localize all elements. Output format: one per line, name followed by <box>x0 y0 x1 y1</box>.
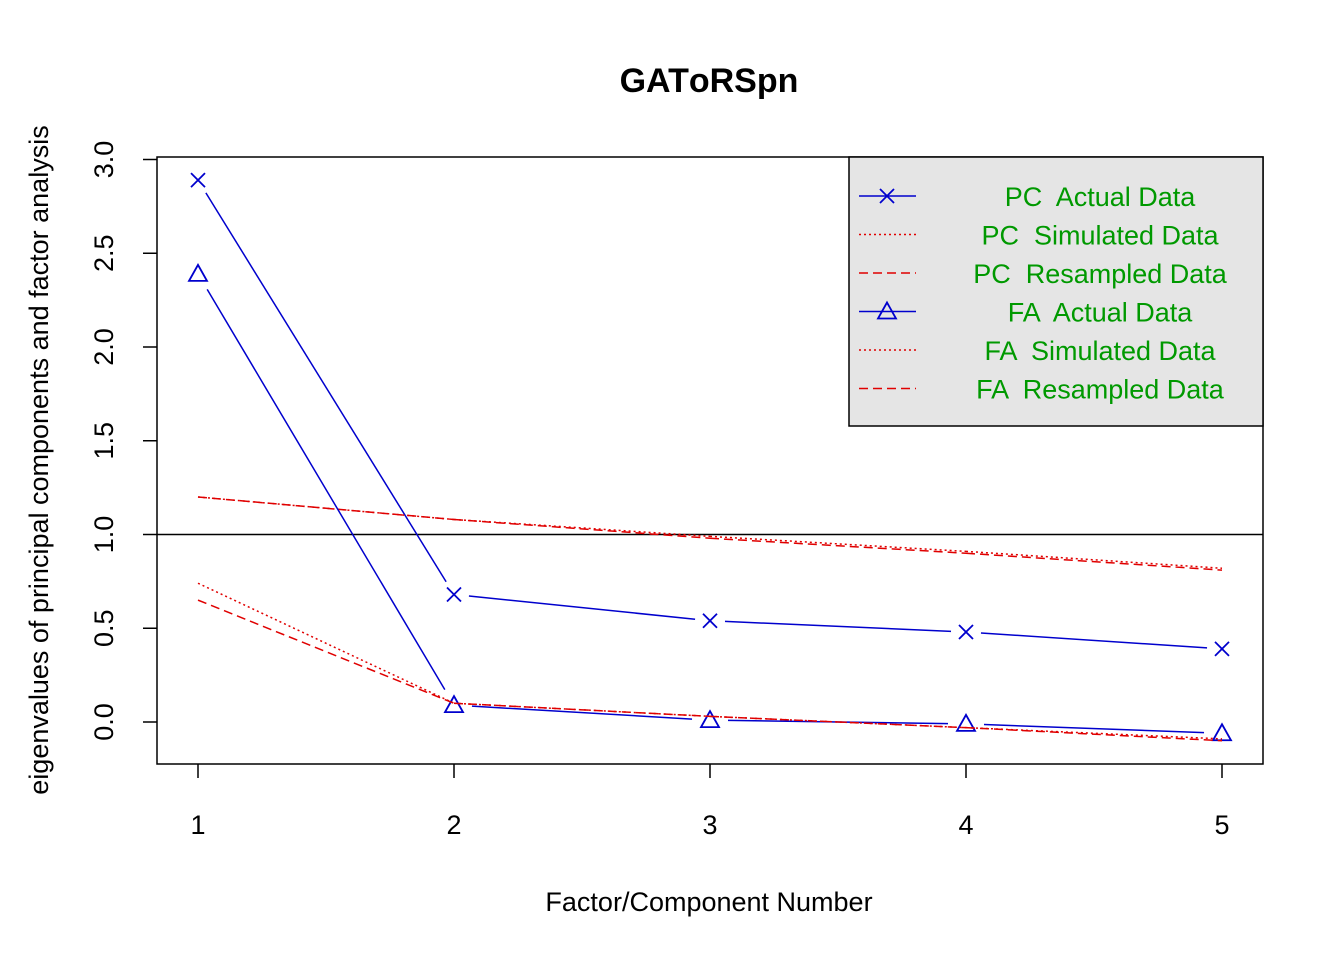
series-segment <box>206 288 446 691</box>
series-segment <box>197 582 455 704</box>
series-segment <box>468 595 696 620</box>
data-point <box>958 624 974 640</box>
series-layer <box>187 172 1233 742</box>
data-point <box>699 709 721 729</box>
legend-entry: FA Resampled Data <box>859 375 1225 405</box>
legend-marker <box>879 188 895 204</box>
legend-label: PC Resampled Data <box>973 259 1228 289</box>
x-tick-label: 5 <box>1214 810 1229 840</box>
y-tick-label: 2.0 <box>89 328 119 366</box>
data-point <box>190 172 206 188</box>
series-2 <box>197 496 1223 571</box>
legend-label: PC Actual Data <box>1005 182 1197 212</box>
series-segment <box>471 705 693 720</box>
series-segment <box>724 620 952 633</box>
y-axis-label: eigenvalues of principal components and … <box>24 125 54 794</box>
x-tick-label: 2 <box>446 810 461 840</box>
legend-label: PC Simulated Data <box>981 221 1219 251</box>
series-3 <box>187 263 1233 742</box>
legend-entry: PC Resampled Data <box>859 259 1228 289</box>
x-tick-label: 4 <box>958 810 973 840</box>
x-tick-label: 1 <box>190 810 205 840</box>
series-4 <box>197 582 1223 740</box>
legend-label: FA Simulated Data <box>984 336 1216 366</box>
legend-label: FA Actual Data <box>1008 298 1194 328</box>
data-point <box>446 586 462 603</box>
legend-entry: PC Actual Data <box>859 182 1196 212</box>
series-segment <box>709 715 967 729</box>
series-segment <box>709 537 967 554</box>
y-tick-label: 1.5 <box>89 422 119 460</box>
y-tick-label: 0.5 <box>89 609 119 647</box>
x-tick-label: 3 <box>702 810 717 840</box>
y-tick-label: 2.5 <box>89 234 119 272</box>
legend-marker <box>876 300 898 320</box>
data-point <box>702 613 718 629</box>
series-segment <box>197 599 455 704</box>
series-segment <box>453 518 711 539</box>
y-tick-label: 1.0 <box>89 516 119 554</box>
series-0 <box>190 172 1230 657</box>
series-segment <box>709 535 967 553</box>
y-tick-label: 3.0 <box>89 141 119 179</box>
series-segment <box>965 550 1223 569</box>
legend: PC Actual Data PC Simulated Data PC Resamp… <box>848 156 1264 427</box>
series-5 <box>197 599 1223 742</box>
data-point <box>1211 722 1233 742</box>
series-segment <box>205 192 447 583</box>
series-segment <box>965 726 1223 742</box>
data-point <box>187 263 209 282</box>
series-segment <box>965 552 1223 571</box>
chart-title: GATоRSpn <box>620 62 799 100</box>
legend-entry: FA Actual Data <box>859 298 1193 328</box>
series-segment <box>197 496 455 521</box>
x-axis-label: Factor/Component Number <box>545 887 872 917</box>
series-segment <box>453 702 711 718</box>
data-point <box>1214 641 1230 657</box>
series-segment <box>980 632 1208 649</box>
data-point <box>955 713 977 732</box>
legend-box <box>848 156 1264 427</box>
axes: 1 2 3 4 5 0.0 0.5 1.0 1.5 2.0 2.5 3.0 <box>89 141 1263 840</box>
legend-entry: FA Simulated Data <box>859 336 1217 366</box>
legend-label: FA Resampled Data <box>976 375 1225 405</box>
y-tick-label: 0.0 <box>89 703 119 741</box>
legend-entry: PC Simulated Data <box>859 221 1220 251</box>
series-segment <box>983 723 1205 734</box>
plot-frame <box>156 156 1264 765</box>
